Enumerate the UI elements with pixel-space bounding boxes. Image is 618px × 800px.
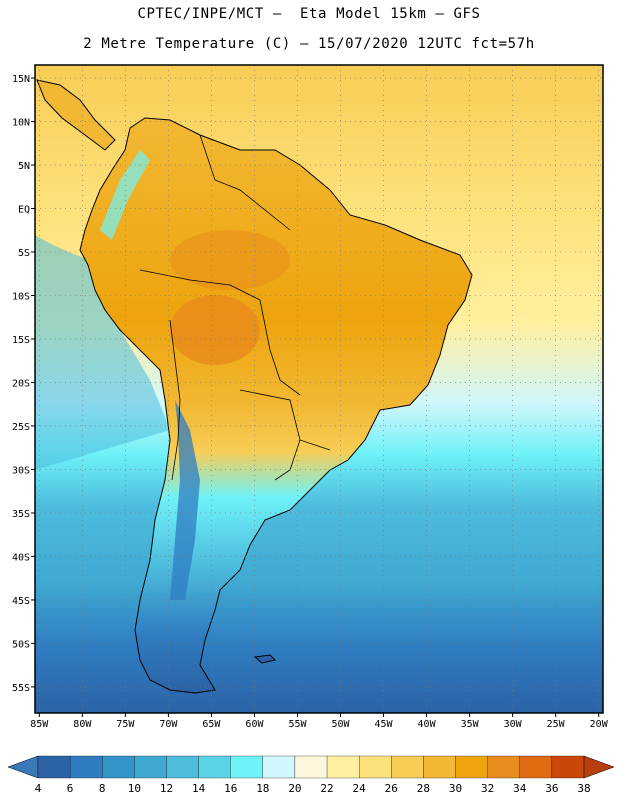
map-title-line-1: CPTEC/INPE/MCT – Eta Model 15km – GFS [137, 6, 481, 22]
legend-swatch [262, 755, 296, 779]
legend-swatch [423, 755, 456, 779]
legend-swatch [37, 755, 71, 779]
central-america-land [36, 79, 116, 151]
lat-label: 45S [12, 596, 30, 607]
lat-label: 5S [18, 248, 30, 259]
lon-label: 35W [461, 719, 480, 730]
legend-label: 30 [449, 782, 462, 795]
andes-south-cool [170, 400, 200, 600]
legend-label: 22 [320, 782, 333, 795]
legend-label: 38 [577, 782, 590, 795]
legend-swatch [519, 755, 553, 779]
lat-label: 5N [18, 161, 30, 172]
lat-lon-grid [35, 65, 603, 713]
lon-label: 25W [547, 719, 566, 730]
legend-label: 14 [192, 782, 206, 795]
lat-label: 30S [12, 465, 30, 476]
legend-label: 6 [67, 782, 74, 795]
legend-swatch [102, 755, 135, 779]
legend-bar [7, 755, 615, 779]
lat-label: 25S [12, 422, 30, 433]
legend-label: 4 [35, 782, 42, 795]
latitude-labels: 15N 10N 5N EQ 5S 10S 15S 20S 25S 30S 35S 40S 45S 50S 5… [12, 74, 35, 694]
country-borders [139, 134, 331, 481]
map-title-line-2: 2 Metre Temperature (C) – 15/07/2020 12U… [83, 36, 535, 52]
legend-swatch [69, 755, 103, 779]
lon-label: 60W [245, 719, 264, 730]
lat-label: 10N [12, 118, 30, 129]
lon-label: 40W [418, 719, 437, 730]
legend-swatch [487, 755, 520, 779]
lat-label: 40S [12, 552, 30, 563]
legend-label: 26 [385, 782, 398, 795]
lon-label: 30W [504, 719, 523, 730]
legend-swatch [455, 755, 488, 779]
falkland-islands [253, 654, 276, 664]
legend-label: 16 [224, 782, 237, 795]
lat-label: 15S [12, 335, 30, 346]
legend-swatch [294, 755, 328, 779]
map-frame [34, 64, 604, 714]
map-fill [35, 65, 603, 713]
legend-swatch [134, 755, 167, 779]
lat-label: 10S [12, 291, 30, 302]
lat-label: 50S [12, 639, 30, 650]
legend-high-arrow [583, 755, 615, 779]
legend-label: 12 [160, 782, 173, 795]
hot-spot-amazon [170, 230, 290, 290]
legend-label: 28 [417, 782, 430, 795]
legend-label: 8 [99, 782, 106, 795]
legend-swatch [551, 755, 585, 779]
lat-label: 35S [12, 509, 30, 520]
lon-label: 50W [331, 719, 350, 730]
legend-label: 20 [288, 782, 301, 795]
legend-swatch [166, 755, 199, 779]
lat-label: 55S [12, 683, 30, 694]
lon-label: 75W [116, 719, 135, 730]
andes-north-cool [100, 150, 150, 240]
lon-label: 55W [288, 719, 307, 730]
legend-label: 34 [513, 782, 527, 795]
hot-spot-bolivia [170, 295, 260, 365]
legend-swatch [230, 755, 263, 779]
lon-label: 80W [73, 719, 92, 730]
color-legend: 4 6 8 10 12 14 16 18 20 22 24 26 28 30 32 34 36 38 [7, 755, 615, 795]
lon-label: 65W [202, 719, 221, 730]
legend-label: 36 [545, 782, 558, 795]
legend-label: 32 [481, 782, 494, 795]
pacific-cool-band [35, 235, 170, 470]
legend-labels: 4 6 8 10 12 14 16 18 20 22 24 26 28 30 32 34 36 38 [35, 782, 591, 795]
legend-label: 10 [128, 782, 141, 795]
legend-swatch [359, 755, 392, 779]
lon-label: 45W [375, 719, 394, 730]
legend-swatch [326, 755, 360, 779]
legend-swatch [391, 755, 424, 779]
lat-label: EQ [18, 205, 30, 216]
legend-swatch [198, 755, 231, 779]
lat-label: 15N [12, 74, 30, 85]
lon-label: 70W [159, 719, 178, 730]
lon-label: 85W [30, 719, 49, 730]
legend-low-arrow [7, 755, 39, 779]
lon-label: 20W [590, 719, 609, 730]
temperature-map: 15N 10N 5N EQ 5S 10S 15S 20S 25S 30S 35S 40S 45S 50S 5… [12, 64, 609, 730]
lat-label: 20S [12, 378, 30, 389]
legend-label: 18 [256, 782, 269, 795]
longitude-labels: 85W 80W 75W 70W 65W 60W 55W 50W 45W 40W 35W 30W 25W 2… [30, 713, 609, 730]
legend-label: 24 [353, 782, 367, 795]
